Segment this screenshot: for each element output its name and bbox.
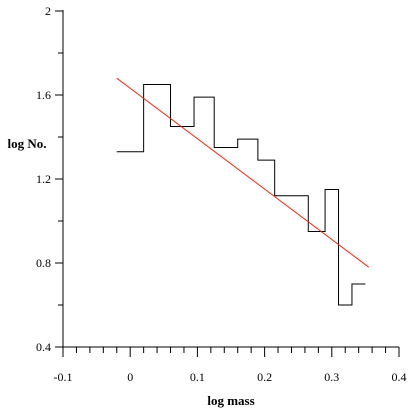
y-tick-label: 0.4: [36, 340, 51, 354]
y-axis-label: log No.: [8, 136, 47, 151]
y-tick-label: 0.8: [36, 256, 51, 270]
plot-area: [116, 77, 370, 306]
x-tick-label: 0.4: [392, 370, 407, 384]
x-axis-label: log mass: [207, 393, 254, 408]
x-tick-label: 0.3: [324, 370, 339, 384]
fit-line-series: [116, 77, 370, 268]
x-tick-label: 0.2: [257, 370, 272, 384]
tick-labels: -0.1 0 0.1 0.2 0.3 0.4 0.4 0.8 1.2 1.6 2: [36, 4, 407, 384]
y-tick-label: 1.2: [36, 172, 51, 186]
histogram-series: [116, 84, 366, 306]
x-tick-label: -0.1: [54, 370, 73, 384]
axes: [55, 10, 400, 357]
x-tick-label: 0.1: [190, 370, 205, 384]
y-tick-label: 2: [45, 4, 51, 18]
x-tick-label: 0: [127, 370, 133, 384]
y-tick-label: 1.6: [36, 88, 51, 102]
